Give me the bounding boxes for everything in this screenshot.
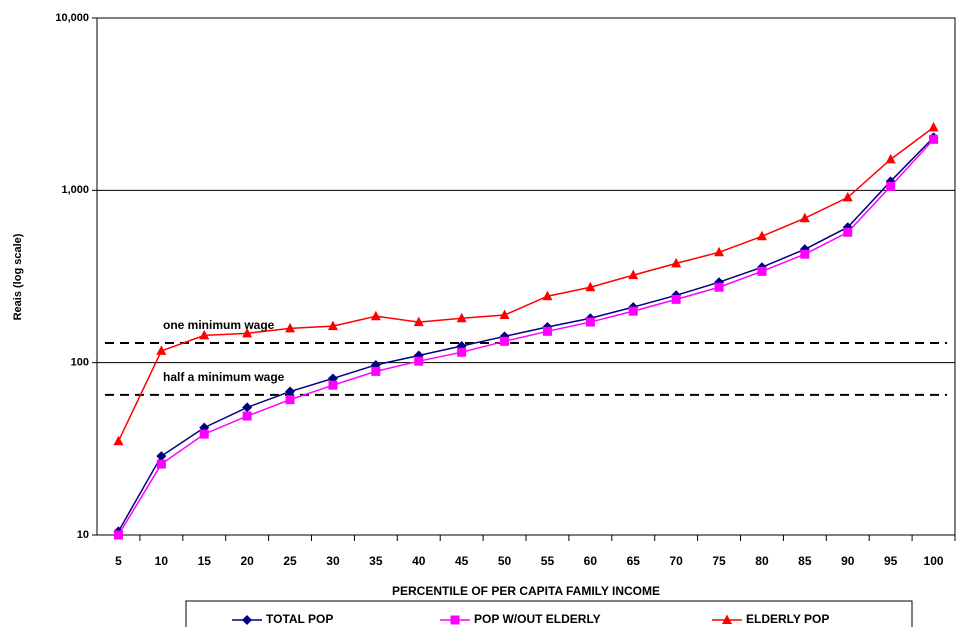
- data-point: [242, 402, 253, 413]
- data-point: [800, 249, 810, 259]
- data-point: [370, 310, 381, 321]
- data-point: [585, 281, 596, 292]
- data-point: [671, 294, 681, 304]
- data-point: [113, 530, 123, 540]
- data-point: [928, 121, 939, 132]
- data-point: [414, 356, 424, 366]
- legend-label: POP W/OUT ELDERLY: [474, 612, 601, 626]
- data-point: [843, 227, 853, 237]
- data-point: [285, 322, 296, 333]
- data-point: [929, 134, 939, 144]
- legend-marker: [242, 615, 252, 625]
- x-axis-title: PERCENTILE OF PER CAPITA FAMILY INCOME: [392, 584, 660, 598]
- data-point: [285, 386, 296, 397]
- x-tick-label: 30: [326, 554, 340, 568]
- data-point: [500, 336, 510, 346]
- data-point: [499, 309, 510, 320]
- x-tick-label: 60: [584, 554, 598, 568]
- data-point: [542, 326, 552, 336]
- data-point: [714, 246, 725, 257]
- x-tick-label: 25: [283, 554, 297, 568]
- x-tick-label: 70: [669, 554, 683, 568]
- x-tick-label: 80: [755, 554, 769, 568]
- y-tick-label: 10: [77, 529, 89, 541]
- x-tick-label: 95: [884, 554, 898, 568]
- data-point: [757, 266, 767, 276]
- data-point: [413, 316, 424, 327]
- data-point: [799, 212, 810, 223]
- legend-marker: [722, 614, 732, 624]
- data-point: [156, 345, 167, 355]
- data-point: [328, 380, 338, 390]
- series-line: [117, 138, 935, 536]
- x-tick-label: 100: [924, 554, 944, 568]
- data-point: [327, 320, 338, 331]
- x-tick-label: 75: [712, 554, 726, 568]
- data-point: [156, 459, 166, 469]
- data-point: [456, 312, 467, 323]
- data-point: [242, 327, 253, 338]
- data-point: [371, 366, 381, 376]
- x-tick-label: 20: [240, 554, 254, 568]
- data-point: [542, 290, 553, 301]
- series-line: [117, 136, 935, 532]
- data-point: [628, 269, 639, 280]
- legend-label: ELDERLY POP: [746, 612, 829, 626]
- y-axis-title: Reais (log scale): [12, 233, 24, 320]
- data-point: [113, 435, 124, 446]
- x-tick-label: 45: [455, 554, 469, 568]
- data-point: [628, 306, 638, 316]
- x-tick-label: 85: [798, 554, 812, 568]
- data-point: [156, 451, 167, 462]
- data-point: [756, 230, 767, 241]
- y-tick-label: 10,000: [55, 12, 89, 24]
- reference-label: half a minimum wage: [163, 370, 285, 384]
- x-tick-label: 55: [541, 554, 555, 568]
- x-tick-label: 65: [627, 554, 641, 568]
- y-tick-label: 1,000: [61, 184, 89, 196]
- x-tick-label: 5: [115, 554, 122, 568]
- data-point: [886, 181, 896, 191]
- legend-label: TOTAL POP: [266, 612, 333, 626]
- legend-marker: [450, 615, 460, 625]
- y-tick-label: 100: [71, 357, 89, 369]
- x-tick-label: 15: [198, 554, 212, 568]
- data-point: [714, 282, 724, 292]
- data-point: [199, 429, 209, 439]
- data-point: [671, 257, 682, 268]
- x-tick-label: 50: [498, 554, 512, 568]
- data-point: [242, 411, 252, 421]
- plot-area: [96, 17, 956, 536]
- data-point: [885, 153, 896, 164]
- data-point: [585, 317, 595, 327]
- data-point: [285, 395, 295, 405]
- x-tick-label: 40: [412, 554, 426, 568]
- data-point: [199, 329, 210, 340]
- data-point: [842, 191, 853, 202]
- legend-box: [185, 600, 913, 627]
- data-point: [457, 347, 467, 357]
- x-tick-label: 10: [155, 554, 169, 568]
- x-tick-label: 35: [369, 554, 383, 568]
- x-tick-label: 90: [841, 554, 855, 568]
- reference-label: one minimum wage: [163, 318, 275, 332]
- series-line: [117, 126, 934, 442]
